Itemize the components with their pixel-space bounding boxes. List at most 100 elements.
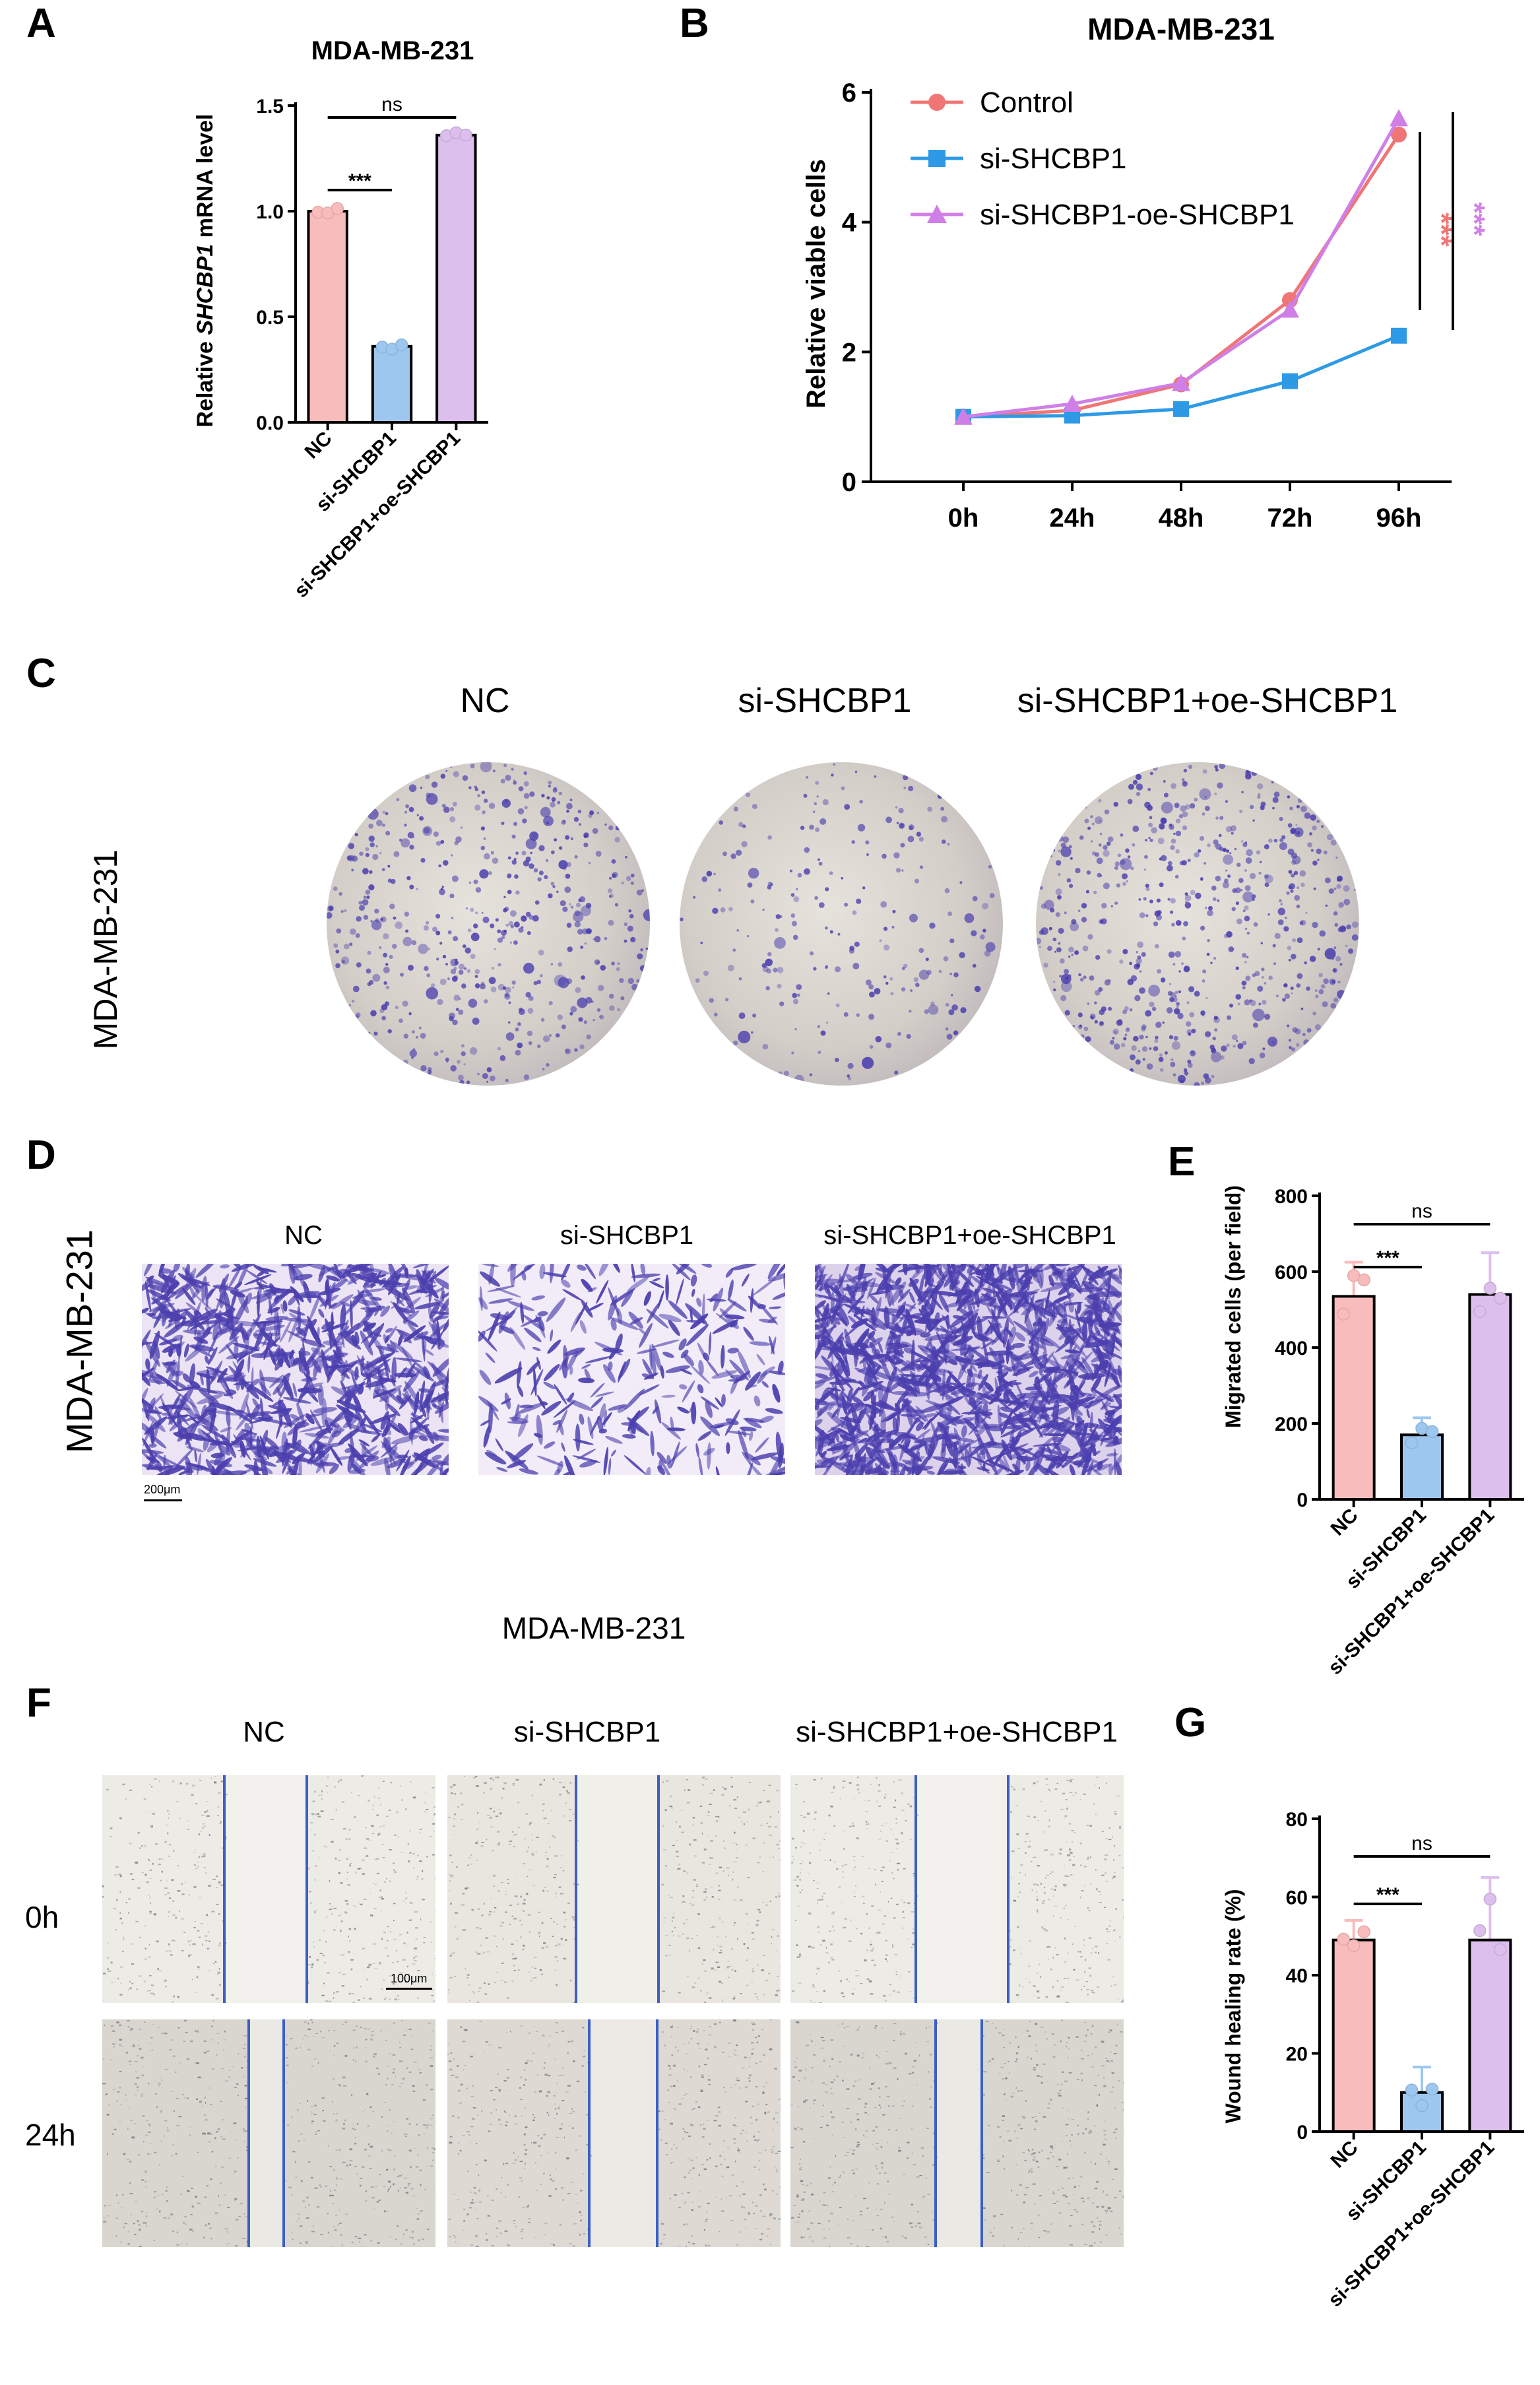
colony (1219, 762, 1225, 769)
migrated-cell (904, 1400, 927, 1423)
colony (412, 1048, 416, 1051)
cell-speck (727, 1961, 729, 1962)
cell-speck (201, 1827, 204, 1829)
cell-speck (511, 1831, 514, 1833)
cell-speck (177, 1865, 179, 1866)
colony (1182, 936, 1186, 941)
panel-e-bar-chart: Migrated cells (per field) 0200400600800… (1221, 1185, 1524, 1679)
colony (505, 987, 511, 993)
cell-speck (312, 1800, 315, 1802)
migrated-cell (549, 1264, 554, 1284)
cell-speck (379, 1962, 381, 1964)
migrated-cell (217, 1321, 244, 1333)
migrated-cell (300, 1278, 309, 1290)
cell-speck (563, 1957, 567, 1960)
migrated-cell (730, 1375, 747, 1381)
cell-speck (415, 1938, 418, 1940)
cell-speck (494, 1935, 496, 1938)
colony (538, 950, 544, 956)
significance-label: ns (1411, 1200, 1432, 1222)
colony (1211, 1074, 1215, 1078)
migrated-cell (203, 1432, 210, 1451)
colony (1117, 853, 1122, 857)
cell-speck (484, 1993, 488, 1995)
colony (1078, 973, 1081, 977)
cell-speck (193, 1864, 196, 1866)
colony (570, 905, 574, 909)
cell-speck (716, 1936, 719, 1938)
cell-speck (702, 1777, 705, 1779)
cell-speck (451, 1874, 454, 1877)
colony (868, 984, 874, 990)
colony (599, 1014, 604, 1020)
cell-speck (514, 1957, 517, 1960)
colony (1174, 1008, 1180, 1015)
colony (1169, 983, 1172, 985)
migrated-cell (994, 1329, 1006, 1344)
cell-speck (159, 1970, 162, 1972)
cell-speck (726, 1867, 730, 1869)
colony (1081, 903, 1087, 909)
migrated-cell (885, 1448, 894, 1457)
colony (1137, 941, 1144, 948)
colony (475, 911, 478, 915)
colony (1183, 1068, 1188, 1072)
migrated-cell (968, 1394, 976, 1405)
migrated-cell (307, 1428, 329, 1449)
panel-a-ylabel-suffix: mRNA level (193, 114, 218, 244)
cell-speck (497, 1777, 499, 1779)
cell-speck (372, 1916, 373, 1918)
cell-speck (361, 1775, 364, 1777)
migrated-cell (873, 1427, 888, 1434)
x-tick-label: NC (301, 428, 337, 463)
colony (404, 929, 408, 933)
migrated-cell (228, 1406, 253, 1423)
migrated-cell (282, 1450, 292, 1474)
colony (989, 893, 995, 898)
colony (1339, 963, 1343, 966)
cell-speck (713, 1789, 715, 1791)
migrated-cell (363, 1367, 388, 1381)
colony (449, 766, 453, 768)
colony (1087, 1002, 1090, 1005)
colony (1249, 804, 1254, 810)
cell-speck (569, 1809, 571, 1810)
colony (463, 944, 466, 948)
cell-speck (339, 1779, 342, 1781)
migrated-cell (1065, 1329, 1075, 1333)
migrated-cell (1053, 1295, 1069, 1303)
colony (367, 950, 371, 955)
colony (513, 921, 520, 928)
migrated-cell (1053, 1441, 1062, 1455)
migrated-cell (1105, 1435, 1122, 1447)
migrated-cell (150, 1450, 173, 1468)
migrated-cell (843, 1379, 865, 1385)
colony (525, 992, 531, 998)
colony (559, 846, 563, 850)
migrated-cell (147, 1393, 164, 1412)
cell-speck (480, 1845, 484, 1847)
colony (450, 968, 457, 975)
cell-speck (167, 1832, 169, 1835)
colony (1091, 840, 1093, 843)
colony (1120, 833, 1124, 837)
colony (909, 913, 918, 923)
cell-speck (554, 1874, 557, 1876)
colony (548, 781, 552, 785)
cell-speck (503, 1782, 507, 1784)
colony (416, 1035, 418, 1039)
cell-speck (106, 1789, 110, 1790)
colony (455, 958, 458, 962)
migrated-cell (543, 1363, 560, 1382)
cell-speck (501, 1980, 503, 1981)
migrated-cell (924, 1359, 942, 1385)
colony (499, 1055, 506, 1061)
colony (470, 954, 476, 960)
cell-speck (456, 1938, 459, 1940)
migrated-cell (680, 1369, 693, 1375)
cell-speck (709, 1804, 712, 1806)
colony (1064, 976, 1070, 981)
migrated-cell (749, 1431, 754, 1441)
cell-speck (752, 1968, 754, 1970)
colony (901, 869, 904, 872)
